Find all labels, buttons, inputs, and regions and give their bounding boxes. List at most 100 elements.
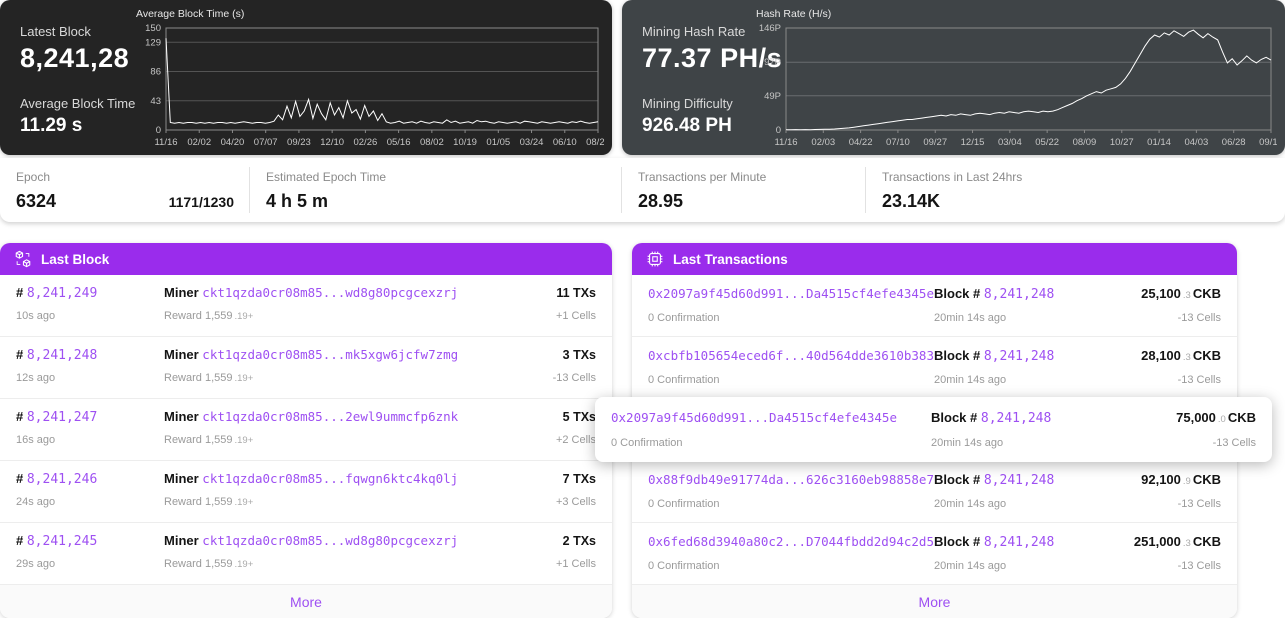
transaction-row: 0xcbfb105654eced6f...40d564dde3610b383 Bl… — [632, 337, 1237, 399]
avg-block-time-chart-area: Average Block Time (s) 150 129 86 43 0 11/16 0… — [130, 0, 612, 155]
svg-text:43: 43 — [150, 96, 161, 107]
transaction-hash-link[interactable]: 0x6fed68d3940a80c2...D7044fbdd2d94c2d5 — [648, 534, 934, 549]
svg-text:06/10: 06/10 — [553, 137, 577, 148]
block-ref-link[interactable]: 8,241,248 — [983, 287, 1055, 302]
popup-transaction-hash-link[interactable]: 0x2097a9f45d60d991...Da4515cf4efe4345e — [611, 410, 897, 425]
blocks-icon — [15, 250, 31, 268]
tx-count: 11 TXs — [556, 286, 596, 300]
block-number-cell: # 8,241,249 — [16, 285, 164, 301]
transaction-amount: 92,100.9 CKB — [1141, 472, 1221, 487]
block-reward: Reward 1,559.19+ — [164, 310, 254, 322]
miner-label: Miner — [164, 471, 203, 486]
block-number-link[interactable]: 8,241,245 — [26, 534, 98, 549]
miner-address-link[interactable]: ckt1qzda0cr08m85...2ewl9ummcfp6znk — [202, 409, 459, 424]
svg-text:150: 150 — [145, 23, 161, 34]
miner-cell: Miner ckt1qzda0cr08m85...wd8g80pcgcexzrj — [164, 533, 563, 548]
popup-age: 20min 14s ago — [931, 437, 1004, 449]
popup-confirmation: 0 Confirmation — [611, 437, 683, 449]
hash-symbol: # — [16, 533, 27, 548]
reward-decimal: .19+ — [234, 497, 254, 508]
last-transactions-header: Last Transactions — [632, 243, 1237, 275]
miner-address-link[interactable]: ckt1qzda0cr08m85...mk5xgw6jcfw7zmg — [202, 347, 459, 362]
reward-decimal: .19+ — [234, 559, 254, 570]
svg-text:11/16: 11/16 — [154, 137, 177, 148]
hash-rate-chart-title: Hash Rate (H/s) — [756, 8, 832, 20]
hash-symbol: # — [16, 409, 27, 424]
transaction-row: 0x88f9db49e91774da...626c3160eb98858e7 Bl… — [632, 461, 1237, 523]
block-number-cell: # 8,241,245 — [16, 533, 164, 549]
transaction-hash-link[interactable]: 0x88f9db49e91774da...626c3160eb98858e7 — [648, 472, 934, 487]
svg-text:08/27: 08/27 — [586, 137, 604, 148]
amount-decimal: .3 — [1182, 290, 1191, 301]
block-row: # 8,241,246 Miner ckt1qzda0cr08m85...fqwg… — [0, 461, 612, 523]
tx-count: 3 TXs — [562, 348, 596, 362]
block-ref-link[interactable]: 8,241,248 — [983, 535, 1055, 550]
transactions-24hrs-label: Transactions in Last 24hrs — [882, 170, 1023, 184]
miner-cell: Miner ckt1qzda0cr08m85...2ewl9ummcfp6znk — [164, 409, 563, 424]
svg-text:03/04: 03/04 — [998, 137, 1022, 148]
block-ref-label: Block # — [934, 472, 984, 487]
block-ref-link[interactable]: 8,241,248 — [983, 349, 1055, 364]
miner-label: Miner — [164, 347, 203, 362]
block-row: # 8,241,245 Miner ckt1qzda0cr08m85...wd8g… — [0, 523, 612, 585]
transactions-24hrs-value: 23.14K — [882, 191, 941, 211]
last-block-rows: # 8,241,249 Miner ckt1qzda0cr08m85...wd8g… — [0, 275, 612, 585]
stat-transactions-per-minute: Transactions per Minute 28.95 — [622, 158, 866, 222]
transaction-hash-link[interactable]: 0x2097a9f45d60d991...Da4515cf4efe4345e — [648, 286, 934, 301]
epoch-progress: 1171/1230 — [168, 194, 234, 210]
block-number-cell: # 8,241,248 — [16, 347, 164, 363]
amount-decimal: .3 — [1182, 538, 1191, 549]
popup-block-label: Block # — [931, 410, 978, 425]
svg-text:01/05: 01/05 — [486, 137, 510, 148]
block-number-cell: # 8,241,246 — [16, 471, 164, 487]
svg-text:02/02: 02/02 — [187, 137, 211, 148]
cells-delta: -13 Cells — [1177, 560, 1221, 572]
svg-text:07/10: 07/10 — [886, 137, 910, 148]
svg-text:04/20: 04/20 — [221, 137, 245, 148]
svg-text:06/28: 06/28 — [1222, 137, 1246, 148]
popup-block-number-link[interactable]: 8,241,248 — [980, 411, 1052, 426]
block-age: 12s ago — [16, 372, 56, 384]
block-number-link[interactable]: 8,241,247 — [26, 410, 98, 425]
last-block-more-button[interactable]: More — [290, 593, 322, 610]
estimated-epoch-time-label: Estimated Epoch Time — [266, 170, 387, 184]
transaction-hash-link[interactable]: 0xcbfb105654eced6f...40d564dde3610b383 — [648, 348, 934, 363]
last-transactions-footer: More — [632, 585, 1237, 618]
transaction-age: 20min 14s ago — [934, 498, 1007, 510]
block-ref-cell: Block # 8,241,248 — [934, 534, 1134, 550]
block-number-link[interactable]: 8,241,249 — [26, 286, 98, 301]
block-number-link[interactable]: 8,241,246 — [26, 472, 98, 487]
block-number-link[interactable]: 8,241,248 — [26, 348, 98, 363]
miner-label: Miner — [164, 285, 203, 300]
transaction-hash-cell: 0x88f9db49e91774da...626c3160eb98858e7 — [648, 471, 934, 489]
block-row: # 8,241,249 Miner ckt1qzda0cr08m85...wd8g… — [0, 275, 612, 337]
miner-cell: Miner ckt1qzda0cr08m85...wd8g80pcgcexzrj — [164, 285, 556, 300]
miner-address-link[interactable]: ckt1qzda0cr08m85...wd8g80pcgcexzrj — [202, 533, 459, 548]
svg-text:05/22: 05/22 — [1035, 137, 1059, 148]
last-transactions-title: Last Transactions — [673, 251, 788, 267]
latest-block-label: Latest Block — [20, 24, 91, 39]
latest-block-value: 8,241,28 — [20, 43, 130, 73]
confirmation-status: 0 Confirmation — [648, 374, 720, 386]
svg-text:01/14: 01/14 — [1147, 137, 1171, 148]
stat-estimated-epoch-time: Estimated Epoch Time 4 h 5 m — [250, 158, 622, 222]
transaction-row-popup[interactable]: 0x2097a9f45d60d991...Da4515cf4efe4345e B… — [595, 397, 1272, 462]
block-age: 16s ago — [16, 434, 56, 446]
transactions-per-minute-label: Transactions per Minute — [638, 170, 767, 184]
svg-text:10/19: 10/19 — [453, 137, 477, 148]
block-reward: Reward 1,559.19+ — [164, 558, 254, 570]
block-stats-panel: Latest Block 8,241,28 Average Block Time… — [0, 0, 612, 155]
last-transactions-more-button[interactable]: More — [918, 593, 951, 610]
hash-symbol: # — [16, 285, 27, 300]
block-ref-link[interactable]: 8,241,248 — [983, 473, 1055, 488]
transaction-age: 20min 14s ago — [934, 374, 1007, 386]
tx-count: 5 TXs — [562, 410, 596, 424]
transaction-amount: 251,000.3 CKB — [1133, 534, 1221, 549]
miner-address-link[interactable]: ckt1qzda0cr08m85...fqwgn6ktc4kq0lj — [202, 471, 459, 486]
svg-text:09/27: 09/27 — [923, 137, 947, 148]
hash-symbol: # — [16, 471, 27, 486]
transaction-hash-cell: 0x6fed68d3940a80c2...D7044fbdd2d94c2d5 — [648, 533, 934, 551]
miner-address-link[interactable]: ckt1qzda0cr08m85...wd8g80pcgcexzrj — [202, 285, 459, 300]
mining-hash-rate-label: Mining Hash Rate — [642, 24, 746, 39]
